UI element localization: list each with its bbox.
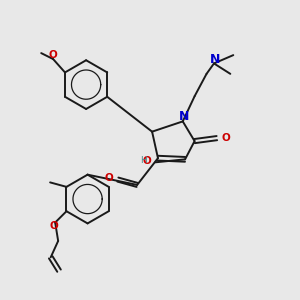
Text: O: O <box>143 156 152 166</box>
Text: N: N <box>178 110 189 123</box>
Text: O: O <box>221 133 230 143</box>
Text: O: O <box>105 173 114 183</box>
Text: N: N <box>210 53 220 66</box>
Text: O: O <box>48 50 57 60</box>
Text: O: O <box>50 221 58 231</box>
Text: H: H <box>140 156 147 165</box>
